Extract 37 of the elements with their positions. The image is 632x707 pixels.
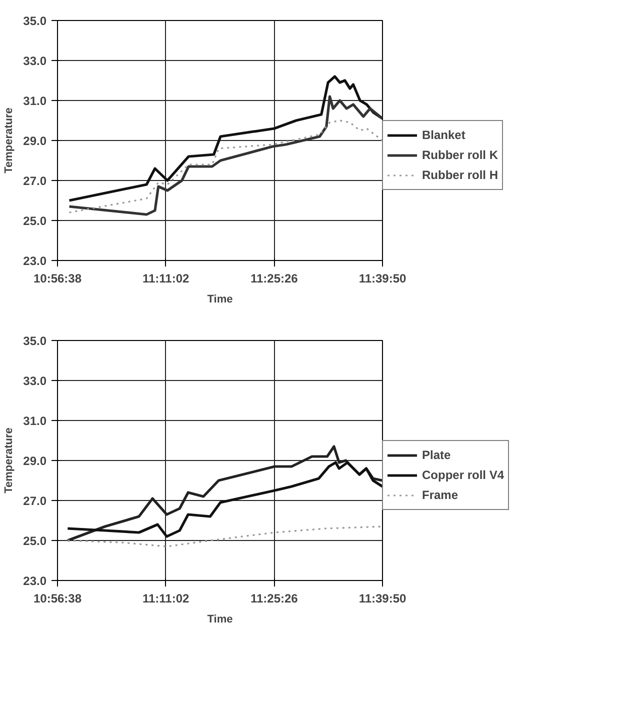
x-tick-label: 11:25:26 (250, 272, 298, 286)
y-tick-label: 35.0 (23, 14, 47, 28)
x-tick-label: 10:56:38 (33, 592, 82, 606)
legend-label: Rubber roll H (422, 168, 498, 182)
legend-label: Rubber roll K (422, 148, 498, 162)
x-axis-title: Time (207, 614, 233, 626)
y-tick-label: 33.0 (23, 374, 47, 388)
y-tick-label: 35.0 (23, 334, 47, 348)
line-series (68, 95, 382, 216)
x-tick-label: 11:39:50 (358, 272, 407, 286)
y-axis-title: Temperature (3, 108, 16, 174)
x-tick-label: 11:11:02 (142, 272, 190, 286)
x-tick-label: 11:11:02 (142, 592, 190, 606)
y-tick-label: 29.0 (23, 134, 47, 148)
line-series (66, 526, 382, 548)
legend-label: Blanket (422, 128, 466, 142)
x-axis-title: Time (207, 294, 233, 306)
legend-label: Copper roll V4 (422, 468, 504, 482)
y-tick-label: 23.0 (23, 574, 47, 588)
x-tick-label: 10:56:38 (33, 272, 82, 286)
line-series (68, 75, 382, 202)
y-tick-label: 27.0 (23, 174, 47, 188)
y-tick-label: 23.0 (23, 254, 47, 268)
y-axis-title: Temperature (3, 428, 16, 494)
line-series (66, 461, 382, 538)
y-tick-label: 31.0 (23, 414, 47, 428)
legend-label: Plate (422, 448, 451, 462)
y-tick-label: 33.0 (23, 54, 47, 68)
y-tick-label: 25.0 (23, 534, 47, 548)
line-series (68, 120, 382, 214)
legend-label: Frame (422, 488, 458, 502)
y-tick-label: 31.0 (23, 94, 47, 108)
x-tick-label: 11:25:26 (250, 592, 298, 606)
x-tick-label: 11:39:50 (358, 592, 407, 606)
y-tick-label: 25.0 (23, 214, 47, 228)
y-tick-label: 29.0 (23, 454, 47, 468)
y-tick-label: 27.0 (23, 494, 47, 508)
